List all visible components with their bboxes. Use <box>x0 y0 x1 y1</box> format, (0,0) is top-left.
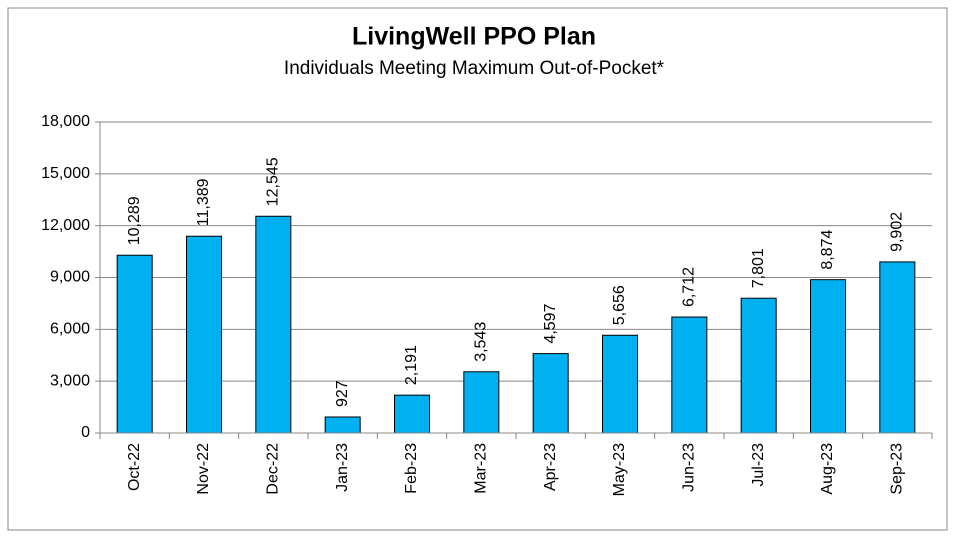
value-label: 6,712 <box>681 267 698 307</box>
value-label: 10,289 <box>126 196 143 245</box>
value-label: 11,389 <box>195 178 212 226</box>
x-tick-label: Apr-23 <box>542 443 559 491</box>
x-tick-label: May-23 <box>611 443 628 496</box>
x-tick-label: Feb-23 <box>403 443 420 494</box>
bar <box>532 353 569 434</box>
value-label: 9,902 <box>889 212 906 252</box>
bar <box>463 371 500 434</box>
value-label: 5,656 <box>611 285 628 325</box>
bar <box>116 254 153 434</box>
x-tick-label: Mar-23 <box>473 443 490 494</box>
y-tick-label: 12,000 <box>41 217 90 234</box>
x-tick-label: Oct-22 <box>126 443 143 491</box>
value-label: 3,543 <box>473 322 490 362</box>
chart-title: LivingWell PPO Plan <box>352 23 596 51</box>
x-tick-label: Jan-23 <box>334 443 351 492</box>
value-label: 7,801 <box>750 248 767 288</box>
x-tick-label: Nov-22 <box>195 443 212 495</box>
y-tick-label: 9,000 <box>50 269 90 286</box>
bar <box>879 261 916 434</box>
bar <box>324 416 361 434</box>
value-label: 2,191 <box>403 345 420 385</box>
bar <box>255 215 292 434</box>
bar <box>740 297 777 434</box>
chart-subtitle: Individuals Meeting Maximum Out-of-Pocke… <box>284 58 665 79</box>
y-tick-label: 18,000 <box>41 113 90 130</box>
chart-border <box>7 7 948 531</box>
x-tick-label: Aug-23 <box>819 443 836 495</box>
value-label: 4,597 <box>542 303 559 343</box>
bar <box>671 316 708 434</box>
y-tick-label: 0 <box>81 424 90 441</box>
bar <box>810 279 846 434</box>
x-tick-label: Jul-23 <box>750 443 767 487</box>
value-label: 927 <box>334 380 351 407</box>
bar <box>186 235 222 434</box>
y-tick-label: 3,000 <box>50 372 90 389</box>
x-tick-label: Jun-23 <box>681 443 698 492</box>
bar <box>602 334 638 434</box>
value-label: 12,545 <box>265 157 282 206</box>
y-tick-label: 6,000 <box>50 321 90 338</box>
x-tick-label: Sep-23 <box>889 443 906 495</box>
y-tick-label: 15,000 <box>41 165 90 182</box>
value-label: 8,874 <box>819 230 836 270</box>
bar <box>394 394 430 434</box>
x-tick-label: Dec-22 <box>265 443 282 495</box>
